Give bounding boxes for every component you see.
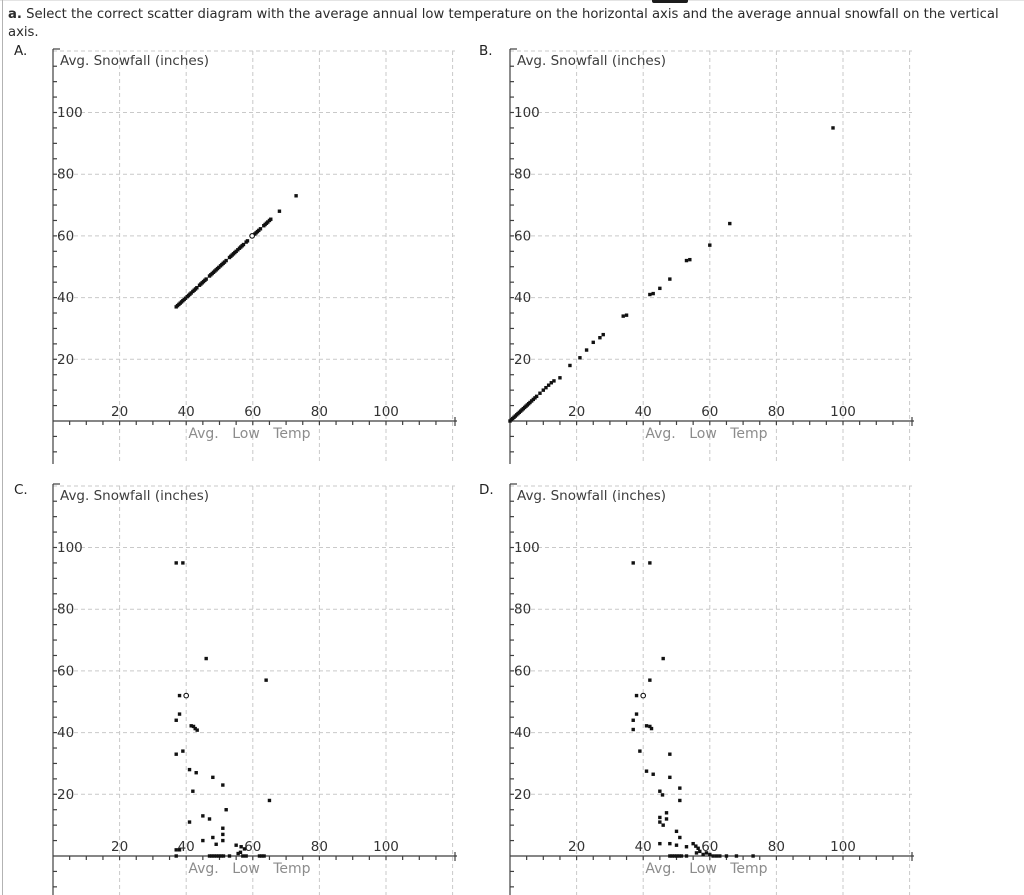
- svg-text:Avg. Snowfall (inches): Avg. Snowfall (inches): [517, 488, 666, 504]
- svg-text:100: 100: [373, 839, 399, 855]
- svg-text:20: 20: [57, 787, 74, 803]
- svg-text:60: 60: [57, 228, 74, 244]
- svg-text:40: 40: [57, 725, 74, 741]
- svg-text:60: 60: [701, 404, 718, 420]
- scatter-plot-d[interactable]: 20 40 60 80 100 20 40 60 80 100 Avg. Snowfall (inc…: [457, 473, 927, 895]
- answer-option-c[interactable]: C. 20 40 60 80 100 20 40 60 80 100 Avg. Snowfall (…: [0, 473, 470, 895]
- option-d-label: D.: [479, 482, 494, 498]
- svg-text:Avg. Snowfall (inches): Avg. Snowfall (inches): [60, 488, 209, 504]
- page-top-border: [0, 0, 1024, 1]
- svg-text:20: 20: [111, 839, 128, 855]
- svg-text:40: 40: [635, 839, 652, 855]
- svg-text:Avg. Low Temp: Avg. Low Temp: [645, 426, 767, 442]
- svg-text:Avg. Low Temp: Avg. Low Temp: [645, 861, 767, 877]
- svg-text:20: 20: [514, 787, 531, 803]
- svg-text:80: 80: [311, 839, 328, 855]
- svg-text:100: 100: [373, 404, 399, 420]
- svg-text:60: 60: [514, 228, 531, 244]
- svg-text:20: 20: [568, 839, 585, 855]
- option-b-label: B.: [479, 43, 493, 59]
- svg-text:100: 100: [57, 540, 83, 556]
- svg-text:100: 100: [830, 404, 856, 420]
- svg-text:60: 60: [701, 839, 718, 855]
- question-letter: a.: [8, 7, 22, 22]
- svg-text:60: 60: [244, 839, 261, 855]
- answer-option-d[interactable]: D. 20 40 60 80 100 20 40 60 80 100 Avg. Snowfall (…: [457, 473, 927, 895]
- question-text: a. Select the correct scatter diagram wi…: [8, 7, 999, 40]
- svg-text:20: 20: [57, 352, 74, 368]
- svg-text:80: 80: [57, 602, 74, 618]
- svg-text:100: 100: [514, 540, 540, 556]
- svg-text:80: 80: [311, 404, 328, 420]
- svg-text:Avg. Low Temp: Avg. Low Temp: [188, 426, 310, 442]
- svg-text:Avg. Low Temp: Avg. Low Temp: [188, 861, 310, 877]
- svg-text:100: 100: [57, 105, 83, 121]
- svg-text:40: 40: [514, 290, 531, 306]
- svg-text:20: 20: [514, 352, 531, 368]
- answer-option-a[interactable]: A. 20 40 60 80 100 20 40 60 80 100 Avg. Snowfall (…: [0, 38, 470, 466]
- svg-text:80: 80: [514, 602, 531, 618]
- top-edge-artifact: [652, 0, 688, 3]
- svg-text:40: 40: [514, 725, 531, 741]
- scatter-plot-c[interactable]: 20 40 60 80 100 20 40 60 80 100 Avg. Snowfall (inc…: [0, 473, 470, 895]
- scatter-plot-a[interactable]: 20 40 60 80 100 20 40 60 80 100 Avg. Snowfall (inc…: [0, 38, 470, 464]
- page-left-border: [2, 0, 3, 895]
- svg-text:40: 40: [178, 839, 195, 855]
- svg-text:20: 20: [568, 404, 585, 420]
- svg-text:80: 80: [514, 167, 531, 183]
- svg-text:40: 40: [178, 404, 195, 420]
- svg-text:80: 80: [57, 167, 74, 183]
- option-c-label: C.: [14, 482, 28, 498]
- svg-text:40: 40: [57, 290, 74, 306]
- svg-text:Avg. Snowfall (inches): Avg. Snowfall (inches): [517, 53, 666, 69]
- svg-text:60: 60: [244, 404, 261, 420]
- svg-text:80: 80: [768, 839, 785, 855]
- svg-text:100: 100: [514, 105, 540, 121]
- option-a-label: A.: [14, 43, 28, 59]
- svg-text:60: 60: [514, 663, 531, 679]
- svg-text:60: 60: [57, 663, 74, 679]
- svg-text:40: 40: [635, 404, 652, 420]
- svg-text:Avg. Snowfall (inches): Avg. Snowfall (inches): [60, 53, 209, 69]
- svg-text:20: 20: [111, 404, 128, 420]
- scatter-plot-b[interactable]: 20 40 60 80 100 20 40 60 80 100 Avg. Snowfall (inc…: [457, 38, 927, 464]
- svg-text:80: 80: [768, 404, 785, 420]
- answer-option-b[interactable]: B. 20 40 60 80 100 20 40 60 80 100 Avg. Snowfall (…: [457, 38, 927, 466]
- svg-text:100: 100: [830, 839, 856, 855]
